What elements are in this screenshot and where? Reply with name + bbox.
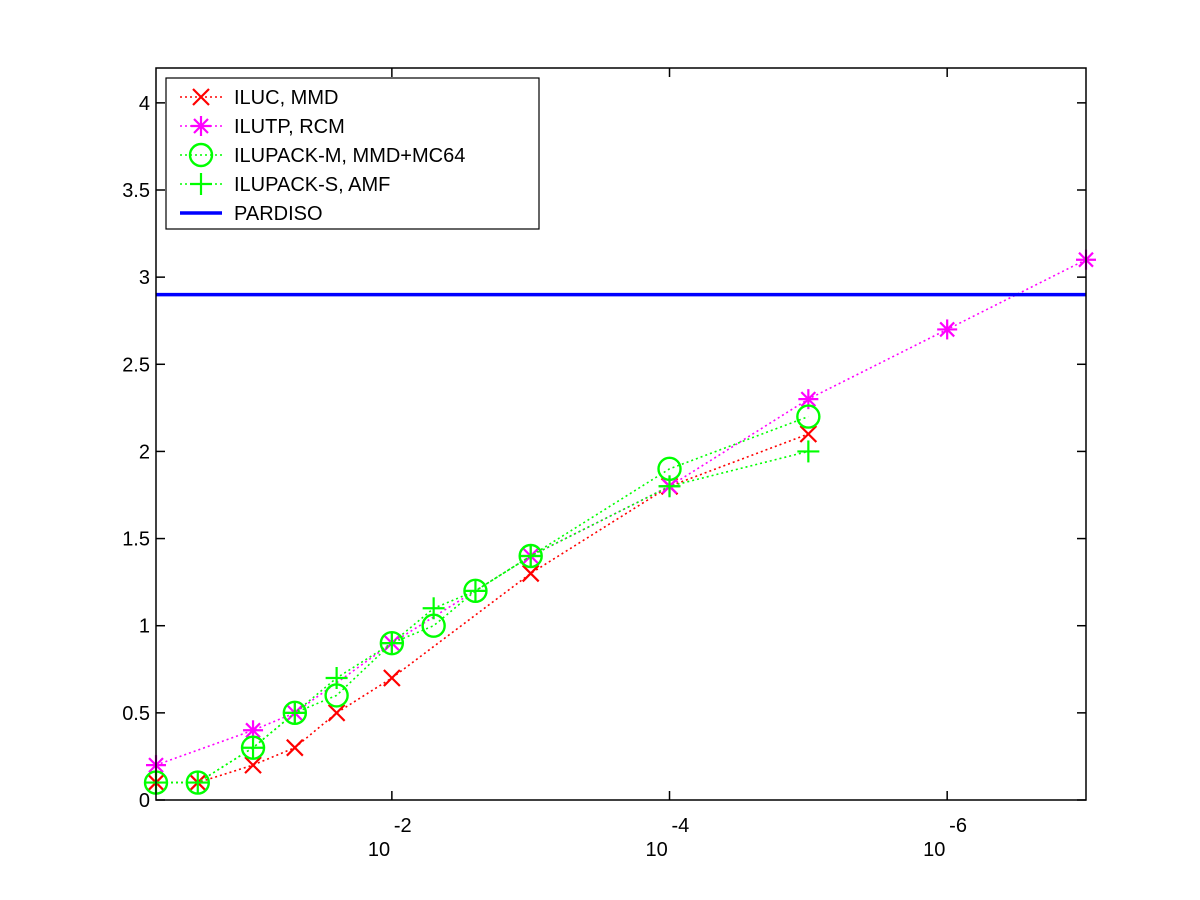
y-tick-label: 1	[139, 616, 150, 638]
data-point	[464, 579, 487, 602]
legend-entry: PARDISO	[180, 203, 323, 225]
y-tick-label: 1.5	[122, 529, 150, 551]
legend-entry: ILUPACK-S, AMF	[180, 173, 390, 196]
legend-label: ILUPACK-M, MMD+MC64	[234, 145, 465, 167]
data-point	[799, 425, 818, 443]
x-tick-label-exponent: -6	[949, 815, 967, 837]
y-tick-label: 2.5	[122, 354, 150, 376]
data-point	[380, 632, 403, 655]
plot-frame	[155, 67, 1087, 801]
x-tick-label-base: 10	[368, 839, 390, 861]
x-tick-label-base: 10	[923, 839, 945, 861]
legend-label: ILUTP, RCM	[234, 116, 345, 138]
data-point	[937, 319, 958, 340]
legend-label: PARDISO	[234, 203, 323, 225]
y-tick-label: 4	[139, 93, 150, 115]
legend-marker	[190, 173, 212, 195]
data-point	[521, 564, 540, 583]
data-point	[422, 597, 445, 620]
legend-marker	[188, 142, 214, 168]
y-tick-label: 0	[139, 790, 150, 812]
y-tick-label: 0.5	[122, 703, 150, 725]
data-point	[383, 669, 401, 687]
data-point	[244, 756, 262, 774]
legend-label: ILUPACK-S, AMF	[234, 174, 390, 196]
data-point	[519, 545, 542, 567]
data-point	[283, 701, 306, 724]
y-tick-label: 2	[139, 441, 150, 463]
x-tick-label-exponent: -4	[672, 815, 690, 837]
legend-entry: ILUTP, RCM	[180, 116, 345, 138]
legend-marker	[192, 88, 210, 106]
data-point	[325, 667, 348, 689]
x-tick-label-exponent: -2	[394, 815, 412, 837]
y-tick-label: 3.5	[122, 180, 150, 202]
legend-entry: ILUPACK-M, MMD+MC64	[180, 142, 465, 168]
data-point	[286, 738, 304, 757]
series-line	[156, 433, 809, 784]
data-point	[797, 440, 820, 463]
legend: ILUC, MMD ILUTP, RCM ILUPACK-M, MMD+MC64 IL…	[165, 77, 540, 230]
legend-entry: ILUC, MMD	[180, 87, 338, 109]
data-point	[242, 736, 265, 759]
legend-box	[165, 77, 540, 230]
data-point	[327, 704, 346, 722]
data-point	[796, 404, 821, 429]
data-point	[658, 475, 681, 498]
data-point	[186, 771, 209, 794]
legend-label: ILUC, MMD	[234, 87, 338, 109]
x-tick-label-base: 10	[646, 839, 668, 861]
y-tick-label: 3	[139, 267, 150, 289]
legend-marker	[191, 116, 211, 136]
